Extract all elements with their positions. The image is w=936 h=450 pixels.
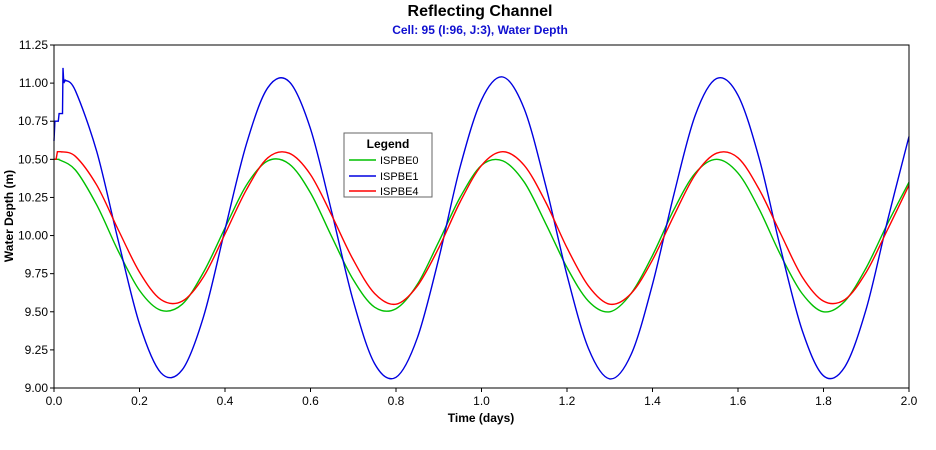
plot-frame	[53, 44, 910, 389]
x-tick-label: 0.4	[217, 394, 234, 408]
y-tick-label: 10.25	[18, 190, 48, 204]
x-tick-label: 1.0	[473, 394, 490, 408]
chart-title: Reflecting Channel	[407, 3, 553, 20]
y-tick-label: 9.75	[25, 267, 49, 281]
legend-title: Legend	[367, 137, 410, 151]
x-tick-label: 0.8	[388, 394, 405, 408]
y-tick-label: 10.75	[18, 114, 48, 128]
legend-label-ispbe1: ISPBE1	[380, 171, 419, 183]
legend: Legend ISPBE0 ISPBE1 ISPBE4	[343, 132, 433, 198]
y-tick-label: 10.00	[18, 229, 48, 243]
series-lines	[53, 67, 910, 380]
y-tick-label: 10.50	[18, 152, 48, 166]
x-tick-label: 1.4	[644, 394, 661, 408]
y-tick-label: 9.25	[25, 343, 49, 357]
y-tick-label: 9.00	[25, 381, 49, 395]
legend-label-ispbe0: ISPBE0	[380, 155, 419, 167]
y-tick-label: 9.50	[25, 305, 49, 319]
y-tick-label: 11.25	[19, 38, 48, 52]
legend-box	[343, 132, 433, 198]
x-tick-label: 2.0	[901, 394, 918, 408]
x-axis-label: Time (days)	[448, 411, 514, 425]
chart-subtitle: Cell: 95 (I:96, J:3), Water Depth	[392, 23, 568, 37]
x-tick-label: 0.2	[131, 394, 148, 408]
series-line-ispbe1	[53, 67, 910, 380]
y-axis-label: Water Depth (m)	[2, 170, 16, 262]
x-tick-label: 0.0	[46, 394, 63, 408]
x-tick-label: 1.6	[730, 394, 747, 408]
x-tick-label: 1.2	[559, 394, 576, 408]
x-tick-label: 1.8	[815, 394, 832, 408]
x-tick-label: 0.6	[302, 394, 319, 408]
y-axis: 9.00 9.25 9.50 9.75 10.00 10.25 10.50 10.75 11.0…	[18, 38, 54, 395]
series-line-ispbe4	[54, 150, 910, 306]
x-axis: 0.0 0.2 0.4 0.6 0.8 1.0 1.2 1.4 1.6 1.8 2.0	[46, 388, 918, 408]
legend-label-ispbe4: ISPBE4	[380, 186, 419, 198]
y-tick-label: 11.00	[19, 76, 48, 90]
